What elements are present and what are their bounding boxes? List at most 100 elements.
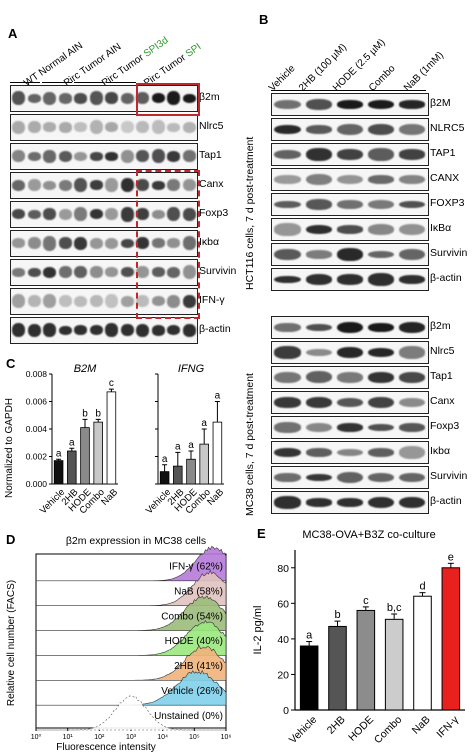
y-tick-label: 0.004 <box>26 424 48 434</box>
blot-band <box>274 149 301 160</box>
blot-band <box>151 93 165 104</box>
panel-b-hct116-side-label: HCT116 cells, 7 d post-treatment <box>244 136 256 290</box>
blot-band <box>305 473 332 482</box>
significance-letter: a <box>56 448 62 459</box>
blot-band <box>274 99 301 110</box>
mc38-blot-strip <box>271 316 429 339</box>
blot-band <box>368 472 395 483</box>
hct116-blot-strip <box>271 218 429 241</box>
bar <box>212 421 223 485</box>
blot-band <box>399 472 426 483</box>
significance-letter: d <box>419 581 425 593</box>
blot-band <box>305 397 332 408</box>
series-label: NaB (58%) <box>174 587 223 598</box>
x-tick-label: 10² <box>94 734 105 741</box>
blot-band <box>74 236 88 250</box>
blot-band <box>167 207 181 222</box>
x-tick-label: 10⁰ <box>31 733 42 741</box>
blot-band <box>136 295 150 308</box>
blot-band <box>58 208 72 220</box>
panel-c-ylabel: Normalized to GAPDH <box>4 398 15 498</box>
blot-band <box>120 92 134 104</box>
hct116-row-label: FOXP3 <box>430 197 465 209</box>
blot-band <box>58 121 72 133</box>
mc38-row-label: Tap1 <box>430 370 453 382</box>
blot-band <box>12 120 26 134</box>
hct116-blot-strip <box>271 93 429 116</box>
significance-letter: e <box>448 551 454 563</box>
blot-band <box>399 275 426 284</box>
blot-band <box>368 496 395 509</box>
blot-band <box>58 266 72 279</box>
blot-band <box>399 496 426 509</box>
blot-band <box>136 92 150 105</box>
significance-letter: c <box>109 378 114 389</box>
blot-band <box>167 266 181 278</box>
blot-band <box>336 397 364 408</box>
blot-band <box>368 423 395 432</box>
significance-letter: a <box>175 441 181 452</box>
blot-band <box>368 372 395 383</box>
blot-band <box>368 99 395 110</box>
significance-letter: b,c <box>387 602 402 614</box>
blot-band <box>120 295 134 307</box>
panel-a: A WT Normal AIN Pirc Tumor AIN Pirc Tumor … <box>0 0 237 352</box>
series-label: HODE (40%) <box>165 636 223 647</box>
blot-band <box>336 423 364 432</box>
highlight-box-solid <box>136 83 200 116</box>
blot-band <box>74 122 88 133</box>
bar <box>413 595 432 711</box>
blot-band <box>89 151 103 161</box>
blot-band <box>274 223 301 236</box>
blot-band <box>120 121 134 134</box>
panel-e-title: MC38-OVA+B3Z co-culture <box>302 529 435 541</box>
panel-a-blot-strip <box>10 230 198 257</box>
category-label: NaB <box>205 487 226 508</box>
panel-c: C Normalized to GAPDH 0.000 0.002 0.004 0.00… <box>0 356 237 528</box>
blot-band <box>336 448 364 457</box>
blot-band <box>27 237 41 250</box>
hct116-row-label: β2M <box>430 97 451 109</box>
significance-letter: a <box>162 454 168 465</box>
blot-band <box>12 294 26 309</box>
blot-band <box>399 346 426 359</box>
panel-a-row-label: β2m <box>199 91 220 103</box>
blot-band <box>167 238 181 249</box>
blot-band <box>12 179 26 191</box>
blot-band <box>12 238 26 249</box>
category-label: NaB <box>410 714 433 737</box>
panel-a-row-label: IFN-γ <box>199 294 225 306</box>
blot-band <box>167 179 181 192</box>
blot-band <box>105 294 119 309</box>
blot-band <box>74 266 88 279</box>
blot-band <box>305 99 332 110</box>
panel-d-ylabel: Relative cell number (FACS) <box>6 580 17 706</box>
blot-band <box>12 150 26 163</box>
y-tick-label: 0.006 <box>26 397 48 407</box>
blot-band <box>12 267 26 277</box>
mc38-blot-strip <box>271 416 429 439</box>
panel-a-blot-strip <box>10 85 198 112</box>
blot-band <box>368 224 395 235</box>
bar <box>93 421 103 485</box>
blot-band <box>368 273 395 286</box>
blot-band <box>399 200 426 209</box>
blot-band <box>167 325 181 336</box>
panel-d-chart: β2m expression in MC38 cells Relative cel… <box>6 535 232 753</box>
blot-band <box>120 206 134 222</box>
hct116-blot-strip <box>271 143 429 166</box>
y-tick-label: 0.008 <box>26 369 48 379</box>
blot-band <box>89 120 103 135</box>
hct116-row-label: NLRC5 <box>430 122 465 134</box>
mc38-row-label: β-actin <box>430 495 462 507</box>
blot-band <box>336 498 364 507</box>
blot-band <box>274 248 301 261</box>
blot-band <box>58 237 72 250</box>
hct116-row-label: CANX <box>430 172 460 184</box>
blot-band <box>368 148 395 161</box>
significance-letter: b <box>95 408 101 419</box>
x-tick-label: 10⁶ <box>221 734 232 741</box>
blot-band <box>274 496 301 509</box>
blot-band <box>336 248 364 261</box>
blot-band <box>43 323 57 338</box>
